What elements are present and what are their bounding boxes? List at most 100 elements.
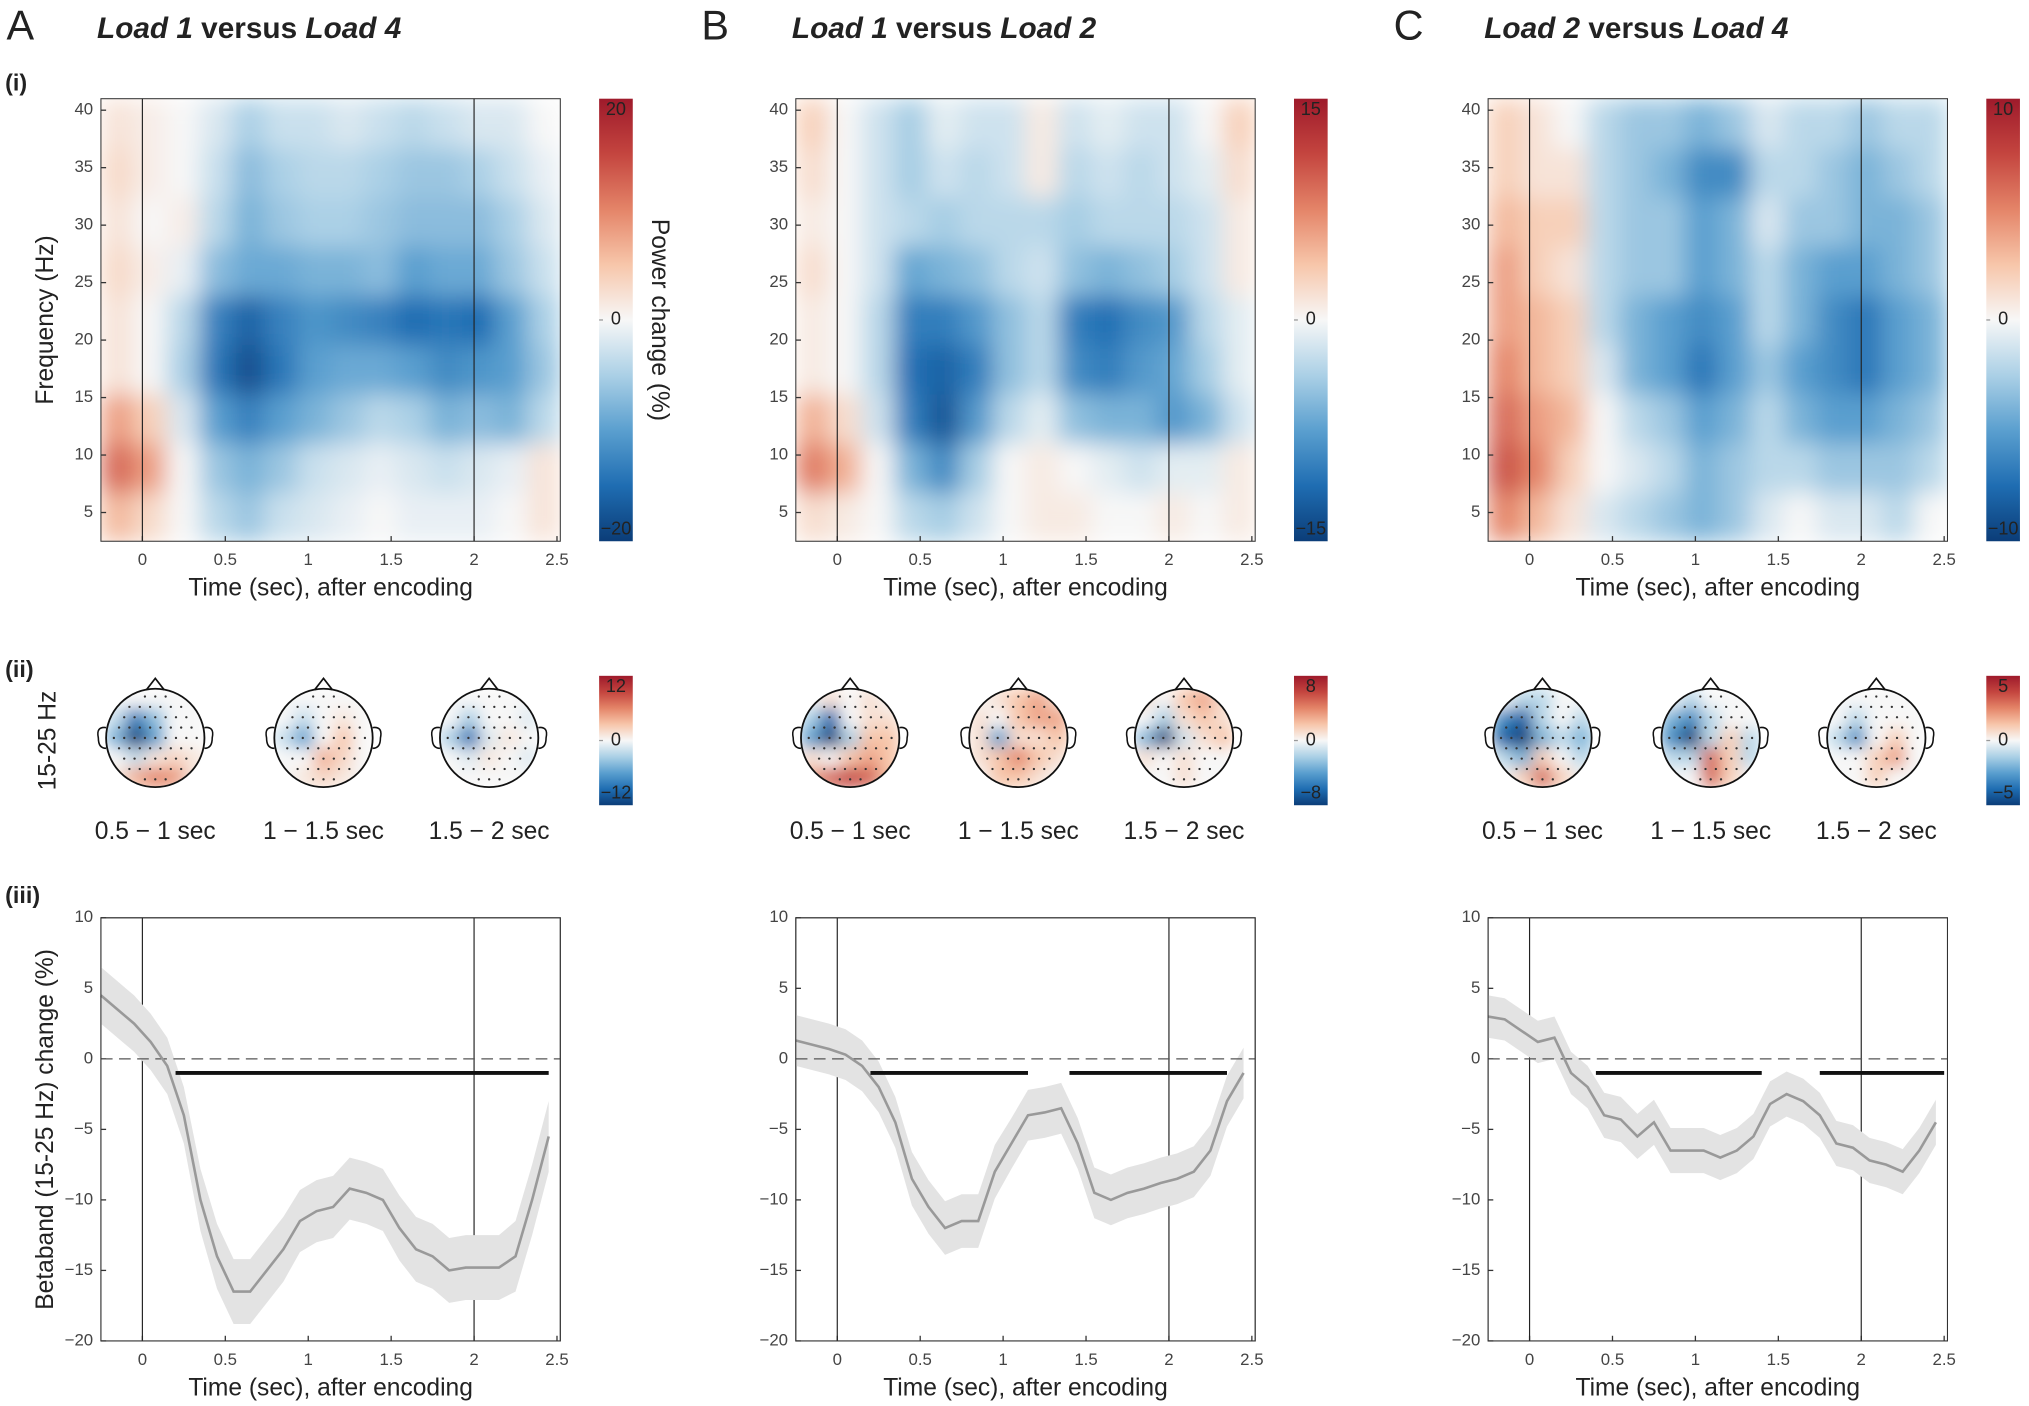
electrode <box>1901 705 1904 709</box>
heatmap-cell <box>363 393 398 444</box>
heatmap-cell <box>1750 246 1785 297</box>
electrode <box>456 757 460 760</box>
topomap-cell <box>988 708 1010 729</box>
electrode <box>1890 726 1894 729</box>
heatmap-cell <box>396 147 430 198</box>
heatmap-cell <box>861 246 896 297</box>
electrode <box>524 747 527 750</box>
heatmap-cell <box>429 442 463 493</box>
heatmap-cell <box>1058 147 1092 198</box>
electrode <box>301 757 304 760</box>
heatmap-cell <box>894 442 928 493</box>
electrode <box>1043 747 1046 750</box>
heatmap-cell <box>1586 246 1621 297</box>
heatmap-cell <box>1025 98 1060 149</box>
electrode <box>1156 726 1160 729</box>
electrode <box>462 705 465 709</box>
x-tick-label: 1.5 <box>1074 550 1097 569</box>
heatmap-cell <box>795 98 830 149</box>
heatmap-cell <box>861 442 896 493</box>
electrode <box>498 695 501 698</box>
topomap-cell <box>498 708 520 729</box>
heatmap-cell <box>494 147 529 198</box>
nose <box>1174 677 1194 691</box>
electrode <box>1704 726 1707 729</box>
topomap-cell <box>969 688 990 710</box>
heatmap-cell <box>894 492 928 542</box>
y-tick-label: 25 <box>74 272 93 291</box>
electrode <box>823 705 826 709</box>
heatmap-cell <box>133 442 168 493</box>
heatmap-cell <box>527 295 561 346</box>
electrode <box>164 757 167 760</box>
electrode <box>1505 726 1508 729</box>
electrode <box>169 726 172 729</box>
heatmap-cell <box>264 442 299 493</box>
heatmap-cell <box>1783 197 1818 247</box>
electrode <box>472 767 475 771</box>
x-tick-label: 0.5 <box>1601 550 1624 569</box>
electrode <box>143 736 147 740</box>
electrode <box>1151 736 1155 740</box>
electrode <box>1536 705 1539 709</box>
heatmap-cell <box>1156 197 1191 247</box>
heatmap-cell <box>1816 147 1850 198</box>
heatmap-cell <box>494 344 529 395</box>
heatmap-cell <box>396 246 430 297</box>
electrode <box>980 747 984 750</box>
heatmap-cell <box>1058 393 1092 444</box>
topomap-cell <box>1681 728 1702 749</box>
electrode <box>482 747 486 750</box>
topomap-cell <box>293 728 315 749</box>
y-tick-label: 5 <box>84 502 93 521</box>
y-tick-label: 20 <box>769 330 788 349</box>
electrode <box>1869 726 1873 729</box>
topomap-cell <box>1827 767 1848 788</box>
heatmap-cell <box>396 98 430 149</box>
heatmap-cell <box>396 442 430 493</box>
electrode <box>174 736 178 740</box>
y-tick-label: 35 <box>74 157 93 176</box>
electrode <box>1525 726 1529 729</box>
electrode <box>1541 736 1544 740</box>
electrode <box>1546 726 1549 729</box>
electrode <box>1688 716 1692 719</box>
head-outline <box>800 687 901 789</box>
heatmap-cell <box>1091 492 1125 542</box>
electrode <box>1208 747 1212 750</box>
x-tick-label: 0.5 <box>214 550 237 569</box>
heatmap-cell <box>330 246 365 297</box>
electrode <box>1730 757 1733 760</box>
electrode <box>1172 695 1175 698</box>
electrode <box>1001 726 1005 729</box>
heatmap-cell <box>1553 295 1588 346</box>
electrode <box>456 716 460 719</box>
heatmap-cell <box>133 492 168 542</box>
electrode <box>1699 736 1702 740</box>
heatmap-cell <box>1520 393 1555 444</box>
electrode <box>477 695 480 698</box>
electrode <box>1567 705 1570 709</box>
electrode <box>1546 747 1549 750</box>
electrode <box>1864 736 1868 740</box>
colorbar-tick-label: 8 <box>1306 676 1316 696</box>
topomap-label: 0.5 − 1 sec <box>95 818 216 845</box>
electrode <box>823 767 826 771</box>
electrode <box>1505 747 1508 750</box>
heatmap-cell <box>959 246 994 297</box>
electrode <box>975 736 979 740</box>
topomap-cell <box>439 688 461 710</box>
electrode <box>498 736 501 740</box>
topomap-cell <box>1193 688 1215 710</box>
topomap-cell <box>313 708 334 729</box>
electrode <box>1167 726 1170 729</box>
electrode <box>1182 736 1186 740</box>
heatmap-cell <box>429 492 463 542</box>
electrode <box>1869 767 1873 771</box>
topomap-cell <box>439 767 461 788</box>
electrode <box>843 767 847 771</box>
electrode <box>1177 767 1181 771</box>
heatmap-cell <box>1881 442 1916 493</box>
electrode <box>503 726 506 729</box>
